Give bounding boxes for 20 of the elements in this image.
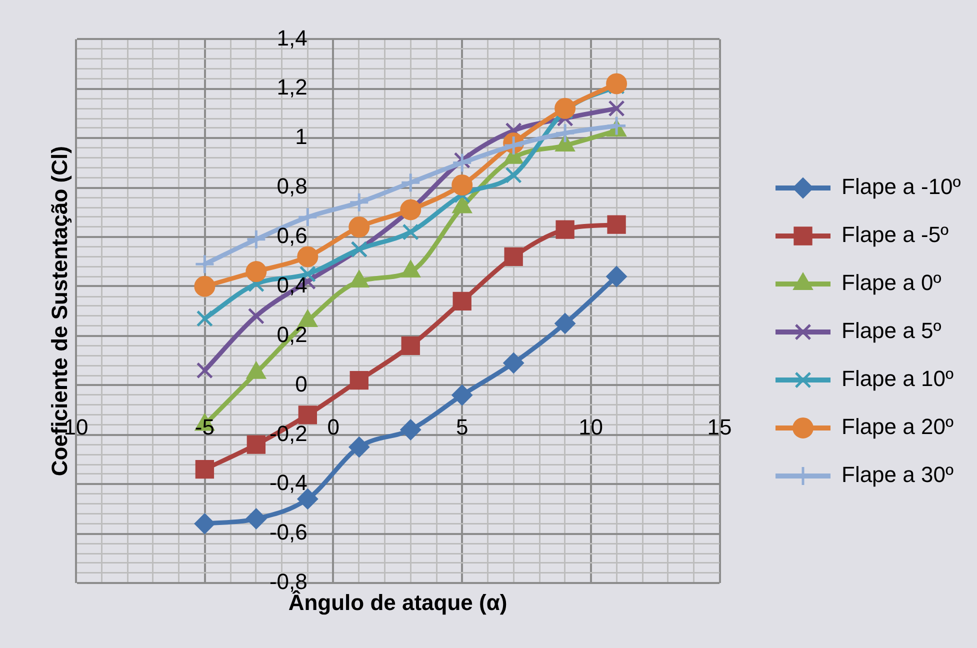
legend-label: Flape a 10º — [842, 366, 954, 392]
y-tick-label: 1 — [295, 124, 308, 150]
y-tick-label: -0,4 — [269, 470, 308, 496]
legend-label: Flape a 0º — [842, 270, 942, 296]
y-tick-label: 0,8 — [276, 174, 308, 199]
y-tick-label: 1,2 — [276, 74, 308, 100]
x-tick-label: 0 — [327, 414, 340, 440]
y-tick-label: 0 — [295, 371, 308, 396]
legend-label: Flape a 20º — [842, 414, 954, 440]
x-axis-title: Ângulo de ataque (α) — [288, 590, 508, 616]
y-tick-label: -0,6 — [269, 520, 308, 545]
x-tick-label: 5 — [456, 414, 468, 440]
legend-label: Flape a -5º — [842, 222, 949, 248]
legend-label: Flape a -10º — [842, 174, 961, 200]
legend-label: Flape a 30º — [842, 462, 954, 488]
x-tick-label: 15 — [707, 414, 732, 440]
legend-label: Flape a 5º — [842, 318, 942, 344]
x-tick-label: 10 — [578, 414, 604, 440]
y-tick-label: 0,6 — [276, 223, 308, 248]
y-tick-label: 1,4 — [276, 25, 308, 50]
